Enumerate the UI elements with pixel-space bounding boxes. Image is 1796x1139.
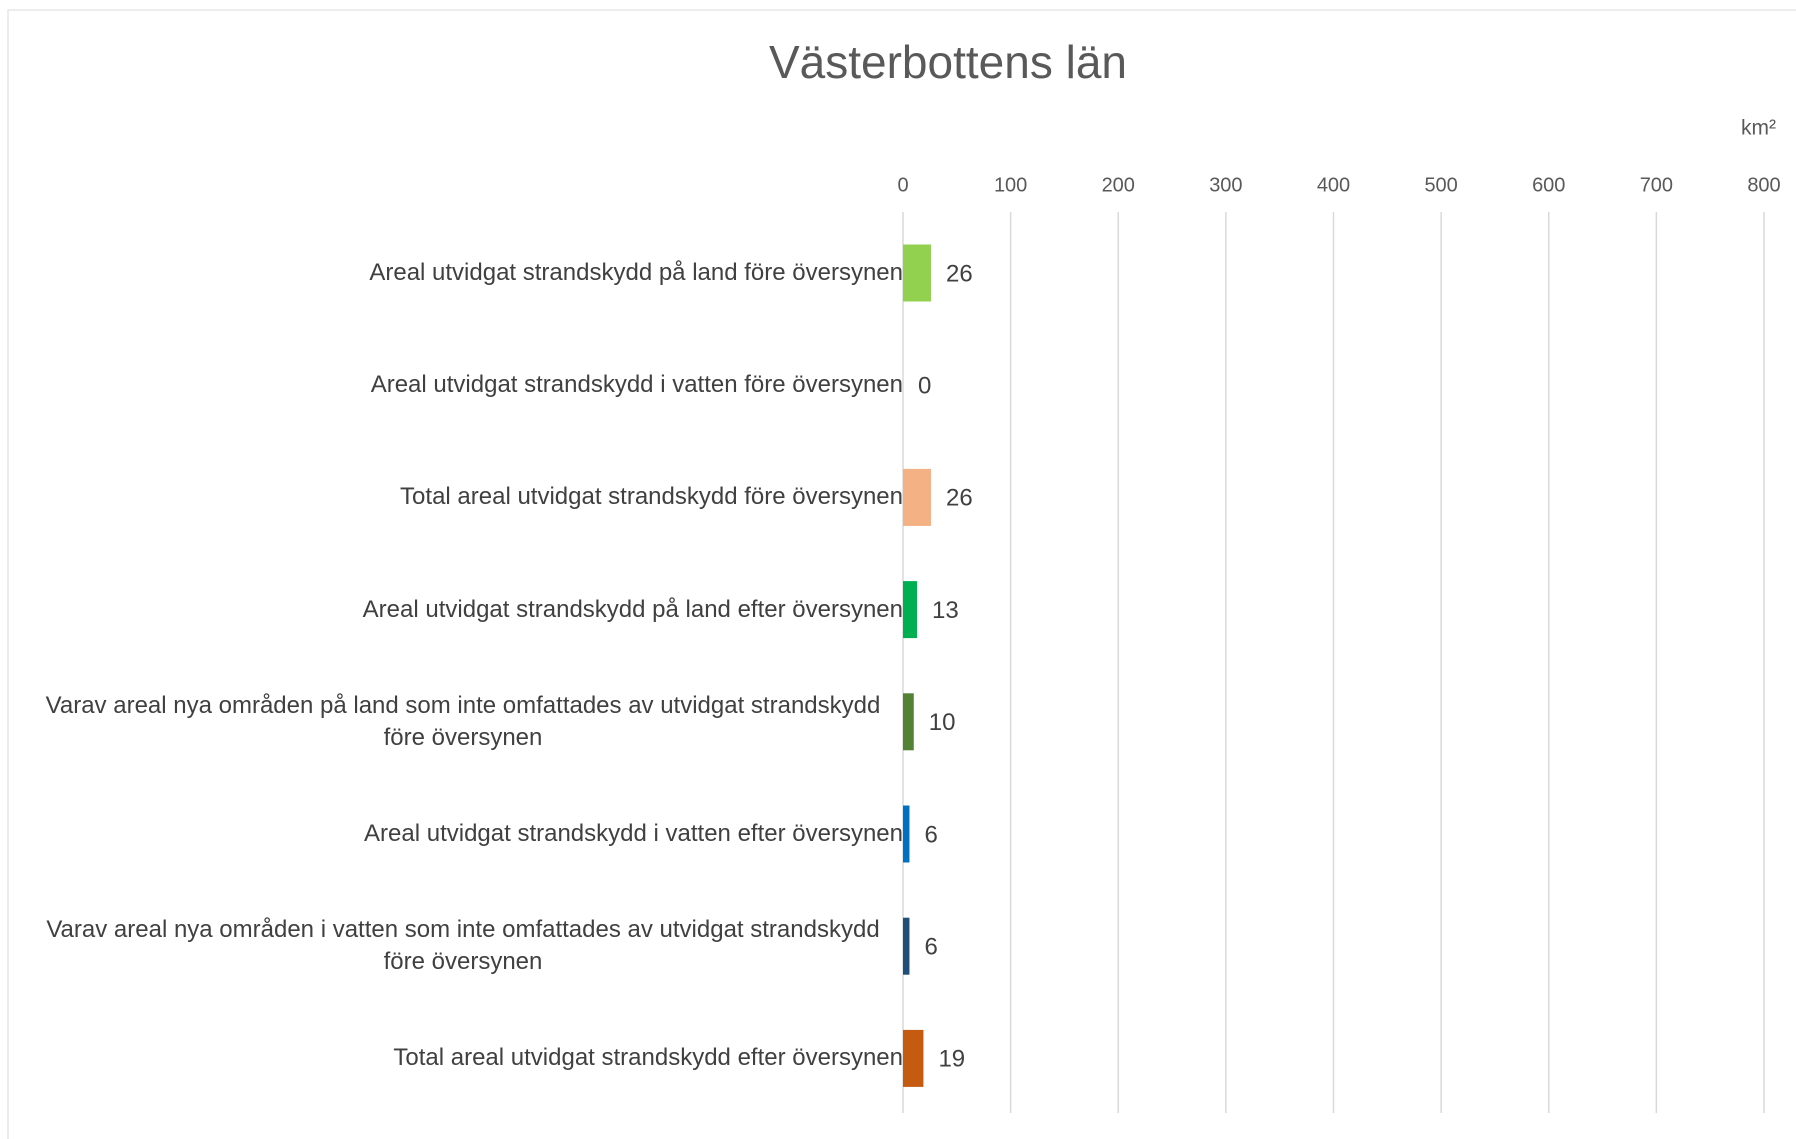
bar <box>903 805 910 863</box>
data-label: 19 <box>938 1046 965 1073</box>
x-tick-label: 400 <box>1317 174 1350 196</box>
x-tick-label: 600 <box>1532 174 1565 196</box>
x-tick-label: 300 <box>1209 174 1242 196</box>
y-tick-label: Areal utvidgat strandskydd i vatten före… <box>370 371 903 399</box>
category-label-box: Areal utvidgat strandskydd på land efter… <box>23 594 903 626</box>
x-tick-label: 100 <box>994 174 1027 196</box>
chart-border <box>7 9 1796 1139</box>
axis-unit: km² <box>1741 117 1776 140</box>
bar <box>903 244 931 302</box>
data-label: 26 <box>946 260 973 287</box>
y-tick-label: Areal utvidgat strandskydd på land före … <box>369 259 903 286</box>
x-tick-label: 700 <box>1640 174 1673 196</box>
y-tick-label: Total areal utvidgat strandskydd efter ö… <box>393 1044 903 1072</box>
category-label-box: Areal utvidgat strandskydd i vatten före… <box>23 369 903 401</box>
data-label: 0 <box>918 373 931 400</box>
data-label: 13 <box>932 597 959 624</box>
category-label-box: Varav areal nya områden på land som inte… <box>23 690 903 754</box>
category-label-box: Total areal utvidgat strandskydd efter ö… <box>23 1042 903 1074</box>
bar <box>903 917 910 975</box>
y-tick-label: Varav areal nya områden på land som inte… <box>45 691 881 751</box>
category-label-box: Varav areal nya områden i vatten som int… <box>23 914 903 978</box>
category-label-box: Areal utvidgat strandskydd på land före … <box>23 257 903 289</box>
x-tick-label: 500 <box>1424 174 1457 196</box>
bar <box>903 1029 924 1087</box>
bar <box>903 468 931 526</box>
bar <box>903 693 914 751</box>
data-label: 6 <box>924 821 937 848</box>
data-label: 26 <box>946 485 973 512</box>
y-tick-label: Total areal utvidgat strandskydd före öv… <box>400 483 903 511</box>
x-tick-label: 800 <box>1747 174 1780 196</box>
category-label-box: Total areal utvidgat strandskydd före öv… <box>23 481 903 513</box>
y-tick-label: Areal utvidgat strandskydd på land efter… <box>362 595 903 623</box>
data-label: 10 <box>929 709 956 736</box>
data-label: 6 <box>924 934 937 961</box>
y-tick-label: Varav areal nya områden i vatten som int… <box>46 916 880 976</box>
chart-title: Västerbottens län <box>769 36 1127 88</box>
y-tick-label: Areal utvidgat strandskydd i vatten efte… <box>364 820 903 847</box>
bar <box>903 581 917 639</box>
category-label-box: Areal utvidgat strandskydd i vatten efte… <box>23 818 903 850</box>
x-tick-label: 200 <box>1102 174 1135 196</box>
x-tick-label: 0 <box>897 174 908 196</box>
